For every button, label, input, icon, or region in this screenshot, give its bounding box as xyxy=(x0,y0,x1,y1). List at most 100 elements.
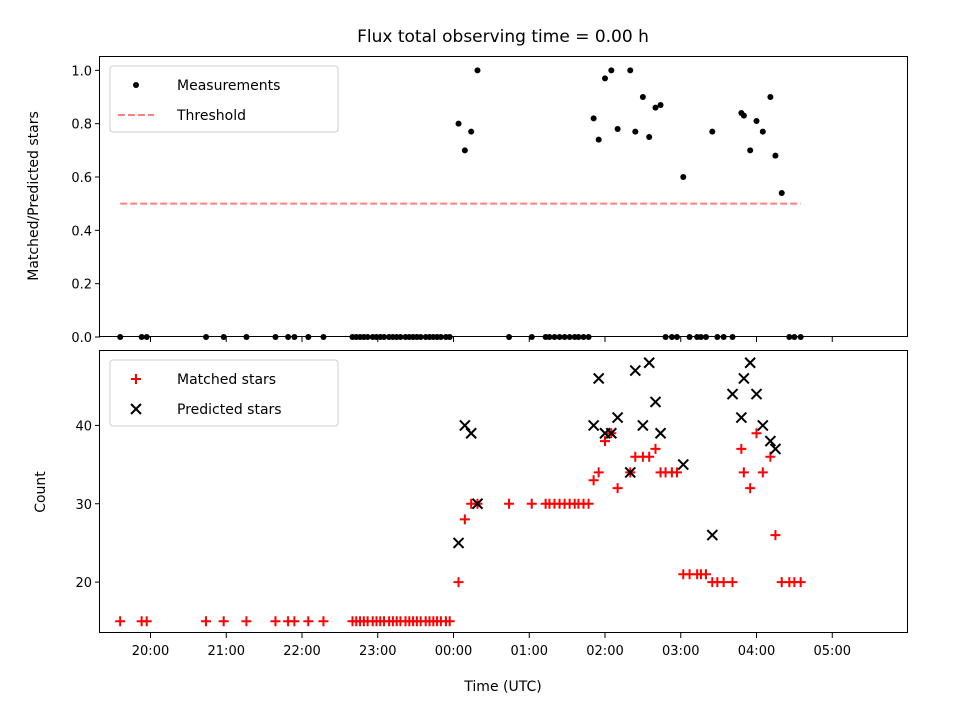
matched-star-point xyxy=(738,467,749,478)
predicted-star-point xyxy=(587,419,600,432)
x-axis-label: Time (UTC) xyxy=(463,679,541,695)
bottom-y-tick: 30 xyxy=(75,498,100,513)
matched-star-point xyxy=(289,616,300,627)
bottom-x-tick: 00:00 xyxy=(435,633,472,659)
x-tick-label: 00:00 xyxy=(435,644,472,659)
flux-ratio-panel: Flux total observing time = 0.00 h Match… xyxy=(26,27,908,346)
predicted-star-point xyxy=(624,466,636,479)
top-y-axis: 0.0 0.2 0.4 0.6 0.8 1.0 xyxy=(71,64,100,346)
x-tick-label: 03:00 xyxy=(662,644,699,659)
measurements-legend-label: Measurements xyxy=(177,78,280,94)
threshold-legend-label: Threshold xyxy=(176,108,246,124)
measurement-point xyxy=(709,128,716,135)
measurement-point xyxy=(778,190,785,196)
bottom-plot-area xyxy=(115,357,806,627)
measurement-point xyxy=(759,128,766,135)
measurement-point xyxy=(595,136,602,143)
predicted-star-point xyxy=(750,388,763,400)
measurement-point xyxy=(652,104,659,111)
matched-star-point xyxy=(751,428,762,439)
matched-star-point xyxy=(526,498,537,509)
predicted-star-point xyxy=(677,458,689,471)
matched-star-point xyxy=(612,483,623,494)
bottom-legend: Matched stars Predicted stars xyxy=(109,359,339,427)
measurement-point xyxy=(461,147,468,154)
top-legend-box xyxy=(109,65,339,133)
predicted-stars-legend-marker xyxy=(130,403,142,415)
matched-star-point xyxy=(650,443,661,454)
bottom-x-tick: 23:00 xyxy=(359,633,396,659)
bottom-x-tick: 04:00 xyxy=(738,633,775,659)
matched-stars-legend-marker xyxy=(131,374,141,384)
x-tick-label: 22:00 xyxy=(283,644,320,659)
matched-star-point xyxy=(303,616,314,627)
top-x-axis xyxy=(150,337,833,342)
predicted-star-point xyxy=(629,364,642,377)
predicted-star-point xyxy=(611,411,624,424)
matched-star-point xyxy=(593,467,604,478)
x-tick-label: 21:00 xyxy=(208,644,245,659)
measurement-point xyxy=(646,134,653,140)
measurement-point xyxy=(639,94,646,100)
top-y-tick: 0.8 xyxy=(71,118,100,133)
measurement-point xyxy=(455,120,462,127)
predicted-star-point xyxy=(643,357,655,369)
matched-star-point xyxy=(588,475,599,486)
matched-star-point xyxy=(201,616,212,627)
measurement-point xyxy=(614,126,621,132)
bottom-x-tick: 02:00 xyxy=(586,633,624,659)
matched-star-point xyxy=(583,498,594,509)
bottom-y-axis: 20 30 40 xyxy=(75,419,100,591)
bottom-x-tick: 21:00 xyxy=(208,633,245,659)
predicted-star-point xyxy=(706,529,719,541)
top-y-tick: 0.2 xyxy=(71,278,100,293)
matched-star-point xyxy=(736,443,747,454)
predicted-star-point xyxy=(654,427,667,439)
measurement-point xyxy=(608,67,615,74)
bottom-x-tick: 03:00 xyxy=(662,633,699,659)
matched-star-point xyxy=(241,616,252,627)
measurement-point xyxy=(657,102,664,108)
predicted-star-point xyxy=(605,427,618,439)
matched-star-point xyxy=(701,569,711,580)
bottom-y-tick-label: 40 xyxy=(75,419,92,434)
bottom-x-tick: 01:00 xyxy=(511,633,548,659)
top-y-tick-label: 0.8 xyxy=(71,118,92,133)
predicted-star-point xyxy=(459,419,471,432)
top-y-tick-label: 0.0 xyxy=(71,331,92,346)
matched-star-point xyxy=(453,577,464,588)
matched-star-point xyxy=(270,616,281,627)
measurement-point xyxy=(747,147,754,154)
matched-stars-legend-label: Matched stars xyxy=(177,372,276,388)
top-plot-area xyxy=(117,67,804,340)
matched-star-point xyxy=(644,451,655,462)
matched-star-point xyxy=(218,616,229,627)
top-y-tick-label: 0.2 xyxy=(71,278,92,293)
predicted-star-point xyxy=(738,372,750,385)
predicted-star-point xyxy=(744,357,756,369)
measurement-point xyxy=(680,174,687,180)
x-tick-label: 04:00 xyxy=(738,644,775,659)
matched-star-point xyxy=(770,530,781,541)
top-legend: Measurements Threshold xyxy=(109,65,339,133)
top-y-tick-label: 0.4 xyxy=(71,224,92,239)
bottom-axes-frame xyxy=(99,350,908,633)
top-y-tick: 0.6 xyxy=(71,171,100,186)
top-axes-frame xyxy=(99,56,908,337)
top-y-axis-label: Matched/Predicted stars xyxy=(26,111,42,281)
measurement-point xyxy=(772,152,779,159)
top-y-tick: 0.4 xyxy=(71,224,100,239)
x-tick-label: 01:00 xyxy=(511,644,548,659)
bottom-y-tick-label: 30 xyxy=(75,498,92,513)
bottom-legend-box xyxy=(109,359,339,427)
matched-star-point xyxy=(727,577,738,588)
matched-star-point xyxy=(318,616,329,627)
bottom-y-axis-label: Count xyxy=(33,471,49,513)
predicted-star-point xyxy=(649,396,662,408)
measurement-point xyxy=(753,118,760,124)
matched-star-point xyxy=(115,616,126,627)
top-y-tick-label: 1.0 xyxy=(71,64,92,79)
measurement-point xyxy=(590,115,597,122)
predicted-star-point xyxy=(465,427,477,439)
